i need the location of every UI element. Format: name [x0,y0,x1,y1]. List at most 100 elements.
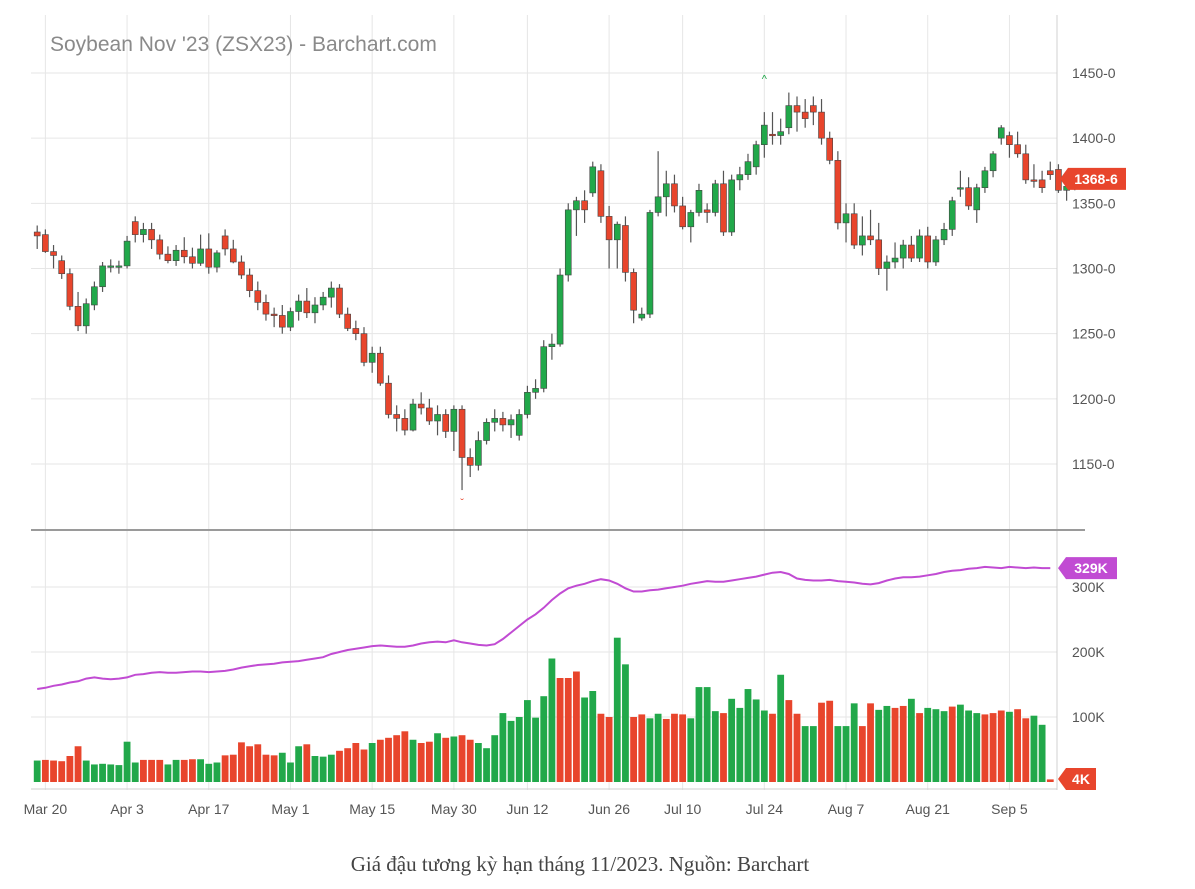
volume-bar [524,700,531,782]
x-tick-label: Mar 20 [24,801,68,817]
candle-body [1046,170,1054,175]
volume-bar [850,703,858,782]
volume-bar [1030,715,1038,782]
volume-bar [597,713,605,782]
volume-bar [401,731,409,782]
volume-bar [58,761,66,782]
candle-body [189,256,196,264]
volume-bar [581,697,588,782]
candle-body [940,229,948,241]
candle-body [278,315,286,328]
candle-body [417,403,425,409]
volume-bar [793,713,801,782]
volume-bar [858,726,866,782]
candle-body [123,240,131,267]
volume-bar [638,714,646,782]
candle-body [957,187,964,190]
candle-body [66,273,74,307]
volume-bar [613,637,621,782]
candle-body [352,328,360,334]
volume-bar [630,717,638,782]
volume-bar [425,741,433,782]
candle-body [581,200,588,211]
candle-body [401,418,409,431]
x-tick-label: May 30 [431,801,477,817]
candle-body [205,248,213,268]
volume-bar [932,709,940,782]
candle-body [229,248,237,263]
candle-body [50,251,57,256]
price-tick-label: 1300-0 [1072,261,1116,277]
volume-bar [278,752,286,782]
price-tick-label: 1150-0 [1072,456,1115,472]
candle-body [556,274,564,345]
candle-body [703,209,711,213]
volume-bar [180,759,188,782]
volume-bar [66,756,74,782]
candle-body [679,205,686,228]
candle-body [328,287,335,298]
volume-bar [695,687,703,782]
candle-body [426,407,433,422]
x-tick-label: Sep 5 [991,801,1028,817]
volume-bar [99,763,106,782]
candle-body [33,231,41,237]
candle-body [646,212,654,315]
candle-body [752,144,760,168]
candle-body [336,287,343,315]
x-tick-label: Apr 3 [110,801,144,817]
volume-bar [573,671,580,782]
candle-body [360,333,368,363]
volume-bar [981,714,989,782]
candle-body [1038,179,1046,188]
volume-bar [123,741,131,782]
candle-body [891,257,899,263]
volume-bar [458,735,466,782]
volume-bar [891,707,899,782]
candle-body [916,235,923,259]
volume-bar [311,756,319,782]
candle-body [393,414,400,419]
volume-bar [360,749,368,782]
x-tick-label: Jun 26 [588,801,630,817]
volume-bar [687,718,695,782]
volume-bar [41,759,49,782]
candle-body [989,153,997,172]
candle-body [613,223,621,241]
candle-body [377,352,384,384]
candle-body [475,440,482,466]
volume-bar [801,726,809,782]
candle-body [769,133,776,137]
volume-bar [33,760,41,782]
candle-body [295,300,302,312]
open-interest-label: 329K [1074,560,1107,576]
candle-body [99,265,106,288]
candle-body [1006,135,1013,145]
candle-body [91,286,98,306]
candle-body [115,265,123,268]
candle-body [883,261,891,269]
volume-bar [246,746,254,782]
candle-body [1055,169,1062,191]
candle-body [172,249,180,261]
volume-bar [769,713,776,782]
candle-body [1014,144,1021,155]
volume-bar [589,691,597,782]
candle-body [654,196,662,213]
volume-bar [662,718,670,782]
volume-bar [1038,724,1046,782]
volume-bar [1006,711,1013,782]
candle-body [965,187,972,207]
volume-bar [948,706,956,782]
price-tick-label: 1250-0 [1072,326,1116,342]
volume-bar [466,739,474,782]
candle-body [908,244,915,259]
volume-bar [376,739,384,782]
candle-body [82,303,90,327]
volume-badge [1058,768,1096,790]
volume-bar [270,755,278,782]
candle-body [131,221,139,235]
candle-body [483,421,490,441]
volume-tick-label: 100K [1072,709,1105,725]
volume-bar [442,737,450,782]
